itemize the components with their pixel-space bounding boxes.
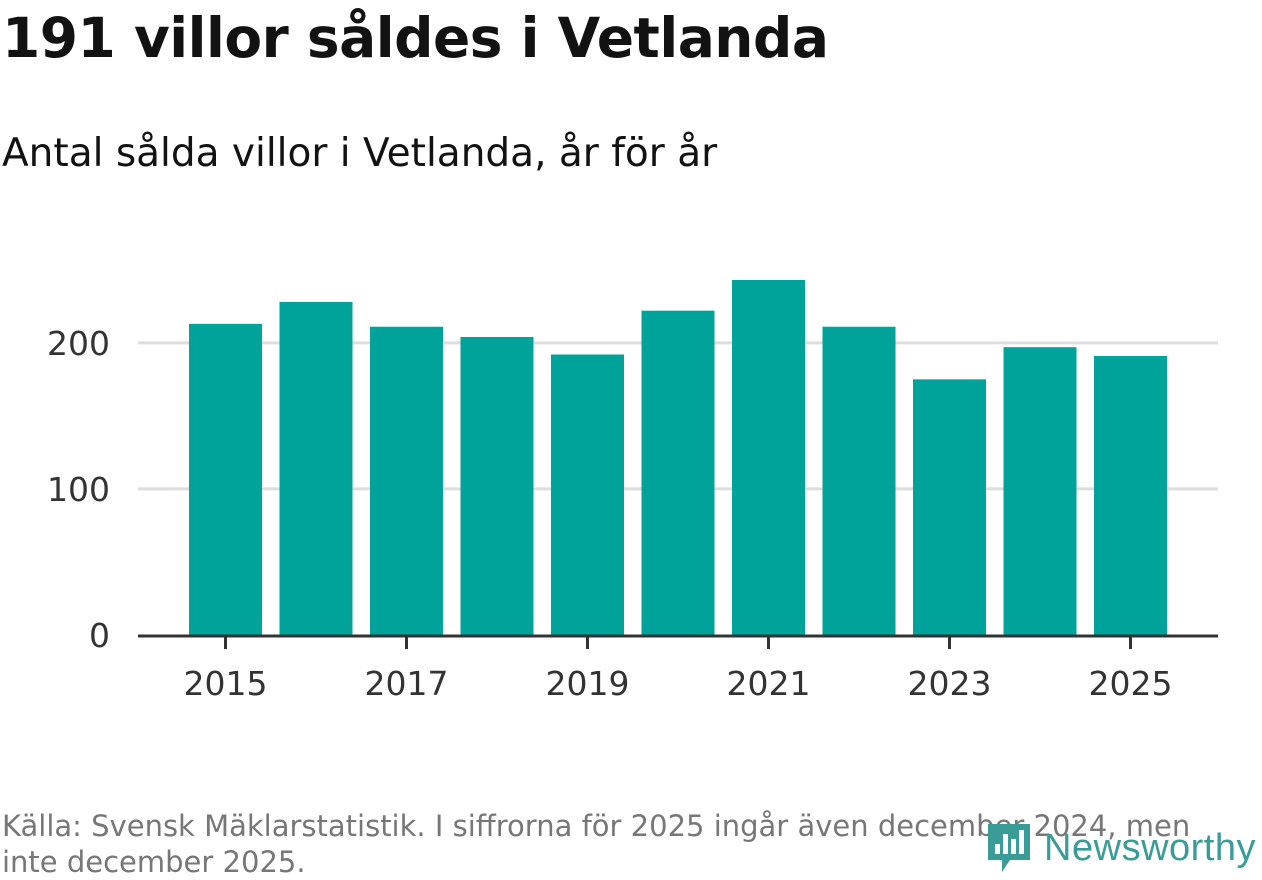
y-tick-label: 200 xyxy=(47,324,110,363)
newsworthy-logo: Newsworthy xyxy=(984,820,1256,876)
bar xyxy=(370,326,443,635)
bar xyxy=(913,379,986,635)
bar xyxy=(641,310,715,635)
chart-subtitle: Antal sålda villor i Vetlanda, år för år xyxy=(2,131,718,176)
x-tick-label: 2023 xyxy=(908,664,992,703)
bar xyxy=(822,326,896,635)
bar xyxy=(460,336,534,635)
x-tick-label: 2015 xyxy=(184,664,268,703)
bar xyxy=(279,301,353,635)
x-tick-label: 2021 xyxy=(727,664,811,703)
x-tick-label: 2017 xyxy=(365,664,449,703)
y-tick-label: 0 xyxy=(89,616,110,655)
chart-title: 191 villor såldes i Vetlanda xyxy=(2,6,829,70)
bar xyxy=(1003,347,1077,635)
bar xyxy=(732,280,805,635)
bar xyxy=(189,323,262,635)
newsworthy-logo-icon xyxy=(988,824,1031,872)
bar xyxy=(551,354,624,635)
newsworthy-logo-text: Newsworthy xyxy=(1044,826,1256,869)
x-tick-label: 2019 xyxy=(546,664,630,703)
bar xyxy=(1094,355,1167,635)
y-tick-label: 100 xyxy=(47,470,110,509)
x-tick-label: 2025 xyxy=(1089,664,1173,703)
